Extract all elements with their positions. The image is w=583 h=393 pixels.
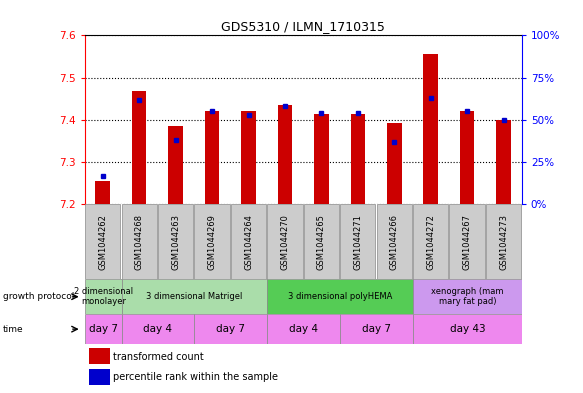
Bar bbox=[89, 369, 110, 384]
Text: GSM1044272: GSM1044272 bbox=[426, 214, 435, 270]
Text: GSM1044271: GSM1044271 bbox=[353, 214, 362, 270]
Bar bbox=[158, 204, 194, 279]
Text: GSM1044264: GSM1044264 bbox=[244, 214, 253, 270]
Text: GSM1044267: GSM1044267 bbox=[463, 214, 472, 270]
Bar bbox=[387, 123, 402, 204]
Text: day 7: day 7 bbox=[89, 324, 118, 334]
Bar bbox=[340, 314, 413, 344]
Bar bbox=[377, 204, 412, 279]
Bar bbox=[267, 314, 340, 344]
Text: 2 dimensional
monolayer: 2 dimensional monolayer bbox=[73, 287, 133, 307]
Bar bbox=[231, 204, 266, 279]
Text: 3 dimensional Matrigel: 3 dimensional Matrigel bbox=[146, 292, 243, 301]
Bar bbox=[89, 348, 110, 364]
Text: GSM1044265: GSM1044265 bbox=[317, 214, 326, 270]
Text: GSM1044269: GSM1044269 bbox=[208, 214, 216, 270]
Bar bbox=[486, 204, 521, 279]
Text: GSM1044262: GSM1044262 bbox=[99, 214, 107, 270]
Bar bbox=[278, 105, 292, 204]
Bar bbox=[132, 91, 146, 204]
Text: GSM1044263: GSM1044263 bbox=[171, 214, 180, 270]
Text: day 4: day 4 bbox=[289, 324, 318, 334]
Bar bbox=[85, 279, 121, 314]
Bar bbox=[423, 54, 438, 204]
Text: GSM1044273: GSM1044273 bbox=[499, 214, 508, 270]
Bar bbox=[413, 279, 522, 314]
Title: GDS5310 / ILMN_1710315: GDS5310 / ILMN_1710315 bbox=[221, 20, 385, 33]
Text: day 7: day 7 bbox=[362, 324, 391, 334]
Text: growth protocol: growth protocol bbox=[3, 292, 74, 301]
Bar bbox=[194, 204, 230, 279]
Bar bbox=[413, 204, 448, 279]
Text: transformed count: transformed count bbox=[113, 351, 204, 362]
Text: GSM1044266: GSM1044266 bbox=[390, 214, 399, 270]
Text: GSM1044268: GSM1044268 bbox=[135, 214, 143, 270]
Bar bbox=[121, 279, 267, 314]
Bar bbox=[85, 314, 121, 344]
Text: time: time bbox=[3, 325, 23, 334]
Bar bbox=[413, 314, 522, 344]
Text: day 4: day 4 bbox=[143, 324, 173, 334]
Bar bbox=[85, 204, 121, 279]
Bar bbox=[304, 204, 339, 279]
Text: 3 dimensional polyHEMA: 3 dimensional polyHEMA bbox=[288, 292, 392, 301]
Bar bbox=[460, 110, 475, 204]
Text: day 7: day 7 bbox=[216, 324, 245, 334]
Text: GSM1044270: GSM1044270 bbox=[280, 214, 289, 270]
Bar bbox=[121, 314, 194, 344]
Bar bbox=[496, 120, 511, 204]
Bar bbox=[194, 314, 267, 344]
Text: xenograph (mam
mary fat pad): xenograph (mam mary fat pad) bbox=[431, 287, 504, 307]
Bar bbox=[121, 204, 157, 279]
Text: percentile rank within the sample: percentile rank within the sample bbox=[113, 372, 279, 382]
Bar bbox=[168, 126, 183, 204]
Bar bbox=[205, 110, 219, 204]
Bar bbox=[350, 114, 365, 204]
Bar bbox=[449, 204, 485, 279]
Bar bbox=[314, 114, 329, 204]
Bar bbox=[241, 110, 256, 204]
Bar bbox=[267, 204, 303, 279]
Bar bbox=[267, 279, 413, 314]
Bar bbox=[340, 204, 375, 279]
Bar bbox=[96, 181, 110, 204]
Text: day 43: day 43 bbox=[450, 324, 486, 334]
